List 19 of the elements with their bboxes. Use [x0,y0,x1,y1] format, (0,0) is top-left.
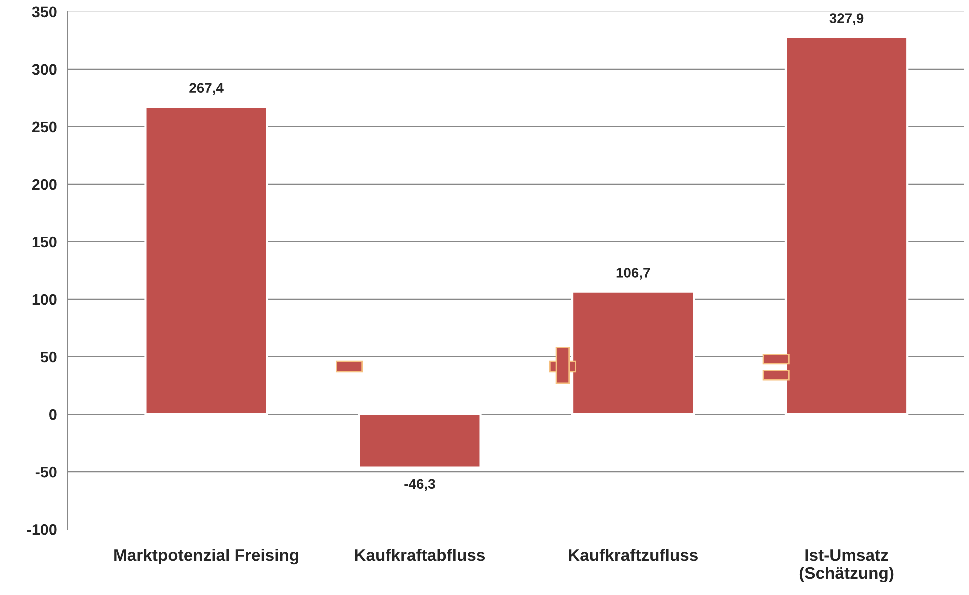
y-tick-label: -50 [36,466,57,478]
y-tick-label: 200 [32,179,57,190]
bar [358,413,482,469]
x-tick-label: Marktpotenzial Freising [114,548,299,565]
y-tick-label: 0 [50,409,57,420]
y-tick-label: 250 [32,122,57,133]
x-tick-label: Ist-Umsatz (Schätzung) [800,550,894,583]
y-tick-label: 350 [32,6,57,18]
data-label: -46,3 [404,479,436,492]
y-tick-label: 100 [32,294,57,306]
data-label: 327,9 [830,14,864,26]
x-tick-label: Kaufkraftabfluss [355,548,486,562]
y-tick-label: 300 [32,64,57,76]
y-tick-label: 150 [32,236,57,248]
x-tick-label: Kaufkraftzufluss [569,548,698,562]
data-label: 106,7 [616,268,650,280]
data-label: 267,4 [190,83,224,96]
y-tick-label: -100 [27,524,57,536]
y-tick-label: 50 [40,352,57,363]
